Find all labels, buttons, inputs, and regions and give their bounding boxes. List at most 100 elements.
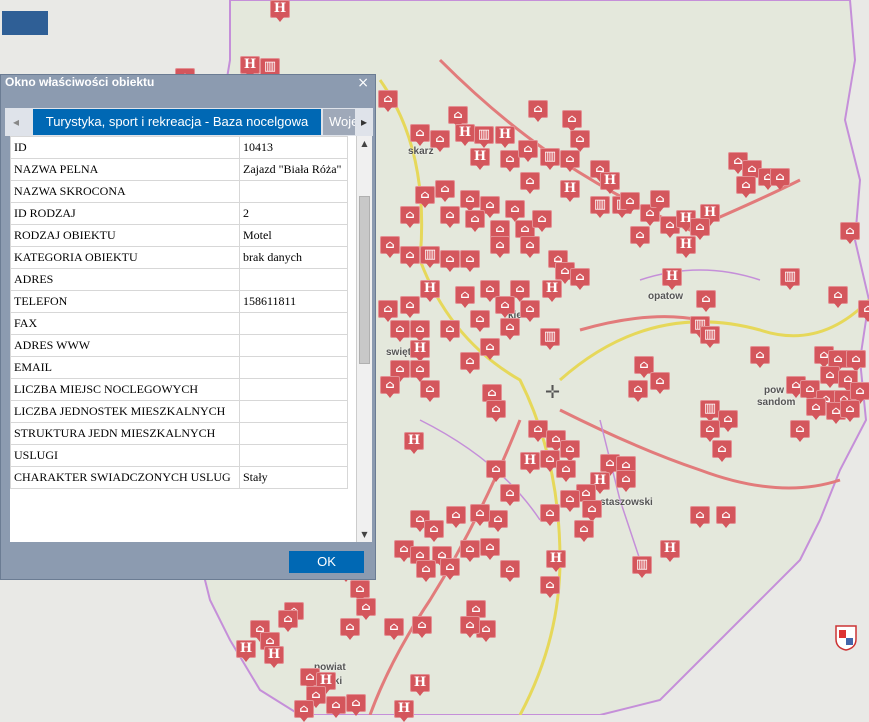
hostel-icon[interactable]: ▥ (700, 400, 720, 422)
bed-icon[interactable]: ⌂ (858, 300, 869, 322)
bed-icon[interactable]: ⌂ (480, 338, 500, 360)
bed-icon[interactable]: ⌂ (440, 558, 460, 580)
bed-icon[interactable]: ⌂ (460, 352, 480, 374)
bed-icon[interactable]: ⌂ (400, 296, 420, 318)
bed-icon[interactable]: ⌂ (570, 130, 590, 152)
hotel-h-icon[interactable]: H (410, 674, 430, 696)
bed-icon[interactable]: ⌂ (640, 204, 660, 226)
tab-scroll-left-icon[interactable]: ◂ (12, 115, 20, 129)
bed-icon[interactable]: ⌂ (560, 440, 580, 462)
bed-icon[interactable]: ⌂ (340, 618, 360, 640)
bed-icon[interactable]: ⌂ (574, 520, 594, 542)
bed-icon[interactable]: ⌂ (460, 250, 480, 272)
hotel-h-icon[interactable]: H (404, 432, 424, 454)
hostel-icon[interactable]: ▥ (780, 268, 800, 290)
bed-icon[interactable]: ⌂ (500, 484, 520, 506)
bed-icon[interactable]: ⌂ (750, 346, 770, 368)
hotel-h-icon[interactable]: H (495, 126, 515, 148)
bed-icon[interactable]: ⌂ (294, 700, 314, 722)
hotel-h-icon[interactable]: H (560, 180, 580, 202)
bed-icon[interactable]: ⌂ (600, 454, 620, 476)
bed-icon[interactable]: ⌂ (416, 560, 436, 582)
tab-voivodeship[interactable]: Woje (323, 109, 355, 135)
bed-icon[interactable]: ⌂ (790, 420, 810, 442)
bed-icon[interactable]: ⌂ (690, 506, 710, 528)
scroll-thumb[interactable] (359, 196, 370, 364)
bed-icon[interactable]: ⌂ (520, 236, 540, 258)
bed-icon[interactable]: ⌂ (400, 206, 420, 228)
bed-icon[interactable]: ⌂ (540, 504, 560, 526)
bed-icon[interactable]: ⌂ (562, 110, 582, 132)
bed-icon[interactable]: ⌂ (480, 196, 500, 218)
bed-icon[interactable]: ⌂ (500, 560, 520, 582)
bed-icon[interactable]: ⌂ (480, 538, 500, 560)
bed-icon[interactable]: ⌂ (470, 310, 490, 332)
bed-icon[interactable]: ⌂ (378, 300, 398, 322)
bed-icon[interactable]: ⌂ (480, 280, 500, 302)
bed-icon[interactable]: ⌂ (806, 398, 826, 420)
bed-icon[interactable]: ⌂ (435, 180, 455, 202)
hotel-h-icon[interactable]: H (410, 340, 430, 362)
bed-icon[interactable]: ⌂ (424, 520, 444, 542)
bed-icon[interactable]: ⌂ (660, 216, 680, 238)
bed-icon[interactable]: ⌂ (850, 382, 869, 404)
bed-icon[interactable]: ⌂ (500, 318, 520, 340)
bed-icon[interactable]: ⌂ (486, 460, 506, 482)
hotel-h-icon[interactable]: H (600, 172, 620, 194)
hotel-h-icon[interactable]: H (236, 640, 256, 662)
bed-icon[interactable]: ⌂ (394, 540, 414, 562)
bed-icon[interactable]: ⌂ (528, 100, 548, 122)
bed-icon[interactable]: ⌂ (582, 500, 602, 522)
scroll-up-icon[interactable]: ▲ (361, 139, 368, 148)
close-icon[interactable]: × (357, 75, 369, 91)
bed-icon[interactable]: ⌂ (460, 616, 480, 638)
hotel-h-icon[interactable]: H (700, 204, 720, 226)
hotel-h-icon[interactable]: H (546, 550, 566, 572)
hotel-h-icon[interactable]: H (542, 280, 562, 302)
bed-icon[interactable]: ⌂ (346, 694, 366, 716)
hotel-h-icon[interactable]: H (264, 646, 284, 668)
bed-icon[interactable]: ⌂ (465, 210, 485, 232)
bed-icon[interactable]: ⌂ (390, 360, 410, 382)
bed-icon[interactable]: ⌂ (380, 236, 400, 258)
bed-icon[interactable]: ⌂ (440, 320, 460, 342)
bed-icon[interactable]: ⌂ (820, 366, 840, 388)
bed-icon[interactable]: ⌂ (400, 246, 420, 268)
hostel-icon[interactable]: ▥ (540, 148, 560, 170)
bed-icon[interactable]: ⌂ (380, 376, 400, 398)
table-scrollbar[interactable]: ▲ ▼ (356, 136, 372, 542)
bed-icon[interactable]: ⌂ (716, 506, 736, 528)
bed-icon[interactable]: ⌂ (500, 150, 520, 172)
bed-icon[interactable]: ⌂ (718, 410, 738, 432)
bed-icon[interactable]: ⌂ (690, 218, 710, 240)
bed-icon[interactable]: ⌂ (410, 320, 430, 342)
bed-icon[interactable]: ⌂ (410, 124, 430, 146)
hotel-h-icon[interactable]: H (455, 124, 475, 146)
hotel-h-icon[interactable]: H (316, 672, 336, 694)
bed-icon[interactable]: ⌂ (430, 130, 450, 152)
hostel-icon[interactable]: ▥ (540, 328, 560, 350)
bed-icon[interactable]: ⌂ (486, 400, 506, 422)
hotel-h-icon[interactable]: H (662, 268, 682, 290)
bed-icon[interactable]: ⌂ (840, 400, 860, 422)
bed-icon[interactable]: ⌂ (846, 350, 866, 372)
bed-icon[interactable]: ⌂ (630, 226, 650, 248)
hostel-icon[interactable]: ▥ (260, 58, 280, 80)
bed-icon[interactable]: ⌂ (495, 296, 515, 318)
bed-icon[interactable]: ⌂ (556, 460, 576, 482)
bed-icon[interactable]: ⌂ (488, 510, 508, 532)
tab-accommodation[interactable]: Turystyka, sport i rekreacja - Baza noce… (33, 109, 321, 135)
bed-icon[interactable]: ⌂ (616, 470, 636, 492)
bed-icon[interactable]: ⌂ (356, 598, 376, 620)
hotel-h-icon[interactable]: H (394, 700, 414, 722)
bed-icon[interactable]: ⌂ (560, 490, 580, 512)
hotel-h-icon[interactable]: H (470, 148, 490, 170)
tab-scroll-right-icon[interactable]: ▸ (360, 115, 368, 129)
bed-icon[interactable]: ⌂ (476, 620, 496, 642)
bed-icon[interactable]: ⌂ (412, 616, 432, 638)
bed-icon[interactable]: ⌂ (440, 206, 460, 228)
dialog-title-bar[interactable]: Okno właściwości obiektu × (1, 75, 375, 101)
bed-icon[interactable]: ⌂ (770, 168, 790, 190)
hostel-icon[interactable]: ▥ (700, 326, 720, 348)
bed-icon[interactable]: ⌂ (278, 610, 298, 632)
